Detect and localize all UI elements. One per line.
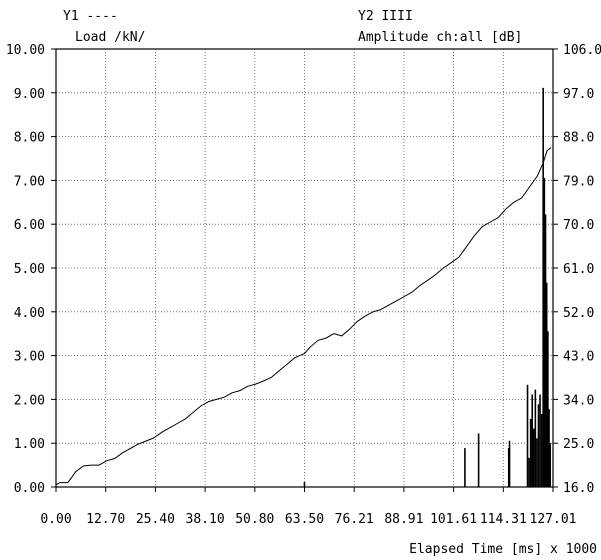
grid: [56, 49, 553, 487]
x-tick-label: 25.40: [136, 512, 175, 527]
y2-legend: Y2 IIII: [358, 9, 413, 24]
y1-tick-label: 10.00: [6, 43, 45, 58]
ticks: [51, 48, 558, 492]
y2-tick-label: 34.0: [563, 393, 594, 408]
y2-axis-label: Amplitude ch:all [dB]: [358, 30, 522, 45]
x-tick-label: 50.80: [235, 512, 274, 527]
y1-tick-label: 9.00: [14, 87, 45, 102]
amplitude-hits: [303, 87, 552, 487]
x-tick-labels: 0.00 12.70 25.40 38.10 50.80 63.50 76.21 88.91 1…: [40, 512, 576, 527]
y1-tick-label: 1.00: [14, 437, 45, 452]
y2-tick-label: 106.0: [563, 43, 601, 58]
x-tick-label: 101.61: [430, 512, 477, 527]
y2-tick-label: 88.0: [563, 131, 594, 146]
y1-tick-label: 0.00: [14, 481, 45, 496]
y1-tick-labels: 0.00 1.00 2.00 3.00 4.00 5.00 6.00 7.00 8.00 9.00…: [6, 43, 45, 496]
y2-tick-label: 43.0: [563, 350, 594, 365]
y1-tick-label: 5.00: [14, 262, 45, 277]
x-tick-label: 0.00: [40, 512, 71, 527]
y1-tick-label: 2.00: [14, 393, 45, 408]
x-tick-label: 88.91: [384, 512, 423, 527]
x-tick-label: 12.70: [86, 512, 125, 527]
load-line: [55, 147, 552, 486]
x-tick-label: 76.21: [335, 512, 374, 527]
y2-tick-label: 25.0: [563, 437, 594, 452]
y1-tick-label: 8.00: [14, 131, 45, 146]
y1-tick-label: 6.00: [14, 218, 45, 233]
y1-tick-label: 7.00: [14, 174, 45, 189]
y2-tick-label: 52.0: [563, 306, 594, 321]
x-axis-label: Elapsed Time [ms] x 1000: [409, 542, 597, 557]
x-tick-label: 114.31: [480, 512, 527, 527]
y2-tick-label: 97.0: [563, 87, 594, 102]
y2-tick-label: 70.0: [563, 218, 594, 233]
x-tick-label: 63.50: [285, 512, 324, 527]
x-tick-label: 127.01: [530, 512, 577, 527]
y1-legend: Y1 ----: [63, 9, 118, 24]
y2-tick-label: 79.0: [563, 174, 594, 189]
y2-tick-labels: 16.0 25.0 34.0 43.0 52.0 61.0 70.0 79.0 88.0 97.0…: [563, 43, 601, 496]
y2-tick-label: 61.0: [563, 262, 594, 277]
y2-tick-label: 16.0: [563, 481, 594, 496]
x-tick-label: 38.10: [186, 512, 225, 527]
y1-tick-label: 4.00: [14, 306, 45, 321]
y1-axis-label: Load /kN/: [75, 30, 145, 45]
y1-tick-label: 3.00: [14, 350, 45, 365]
